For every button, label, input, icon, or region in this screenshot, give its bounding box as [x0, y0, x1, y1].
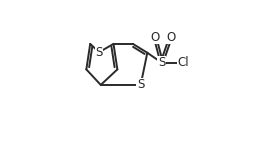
Text: Cl: Cl	[177, 56, 188, 69]
Text: S: S	[95, 46, 102, 59]
Text: O: O	[150, 31, 159, 44]
Text: O: O	[165, 31, 174, 44]
Text: S: S	[136, 78, 144, 91]
Text: S: S	[157, 56, 165, 69]
